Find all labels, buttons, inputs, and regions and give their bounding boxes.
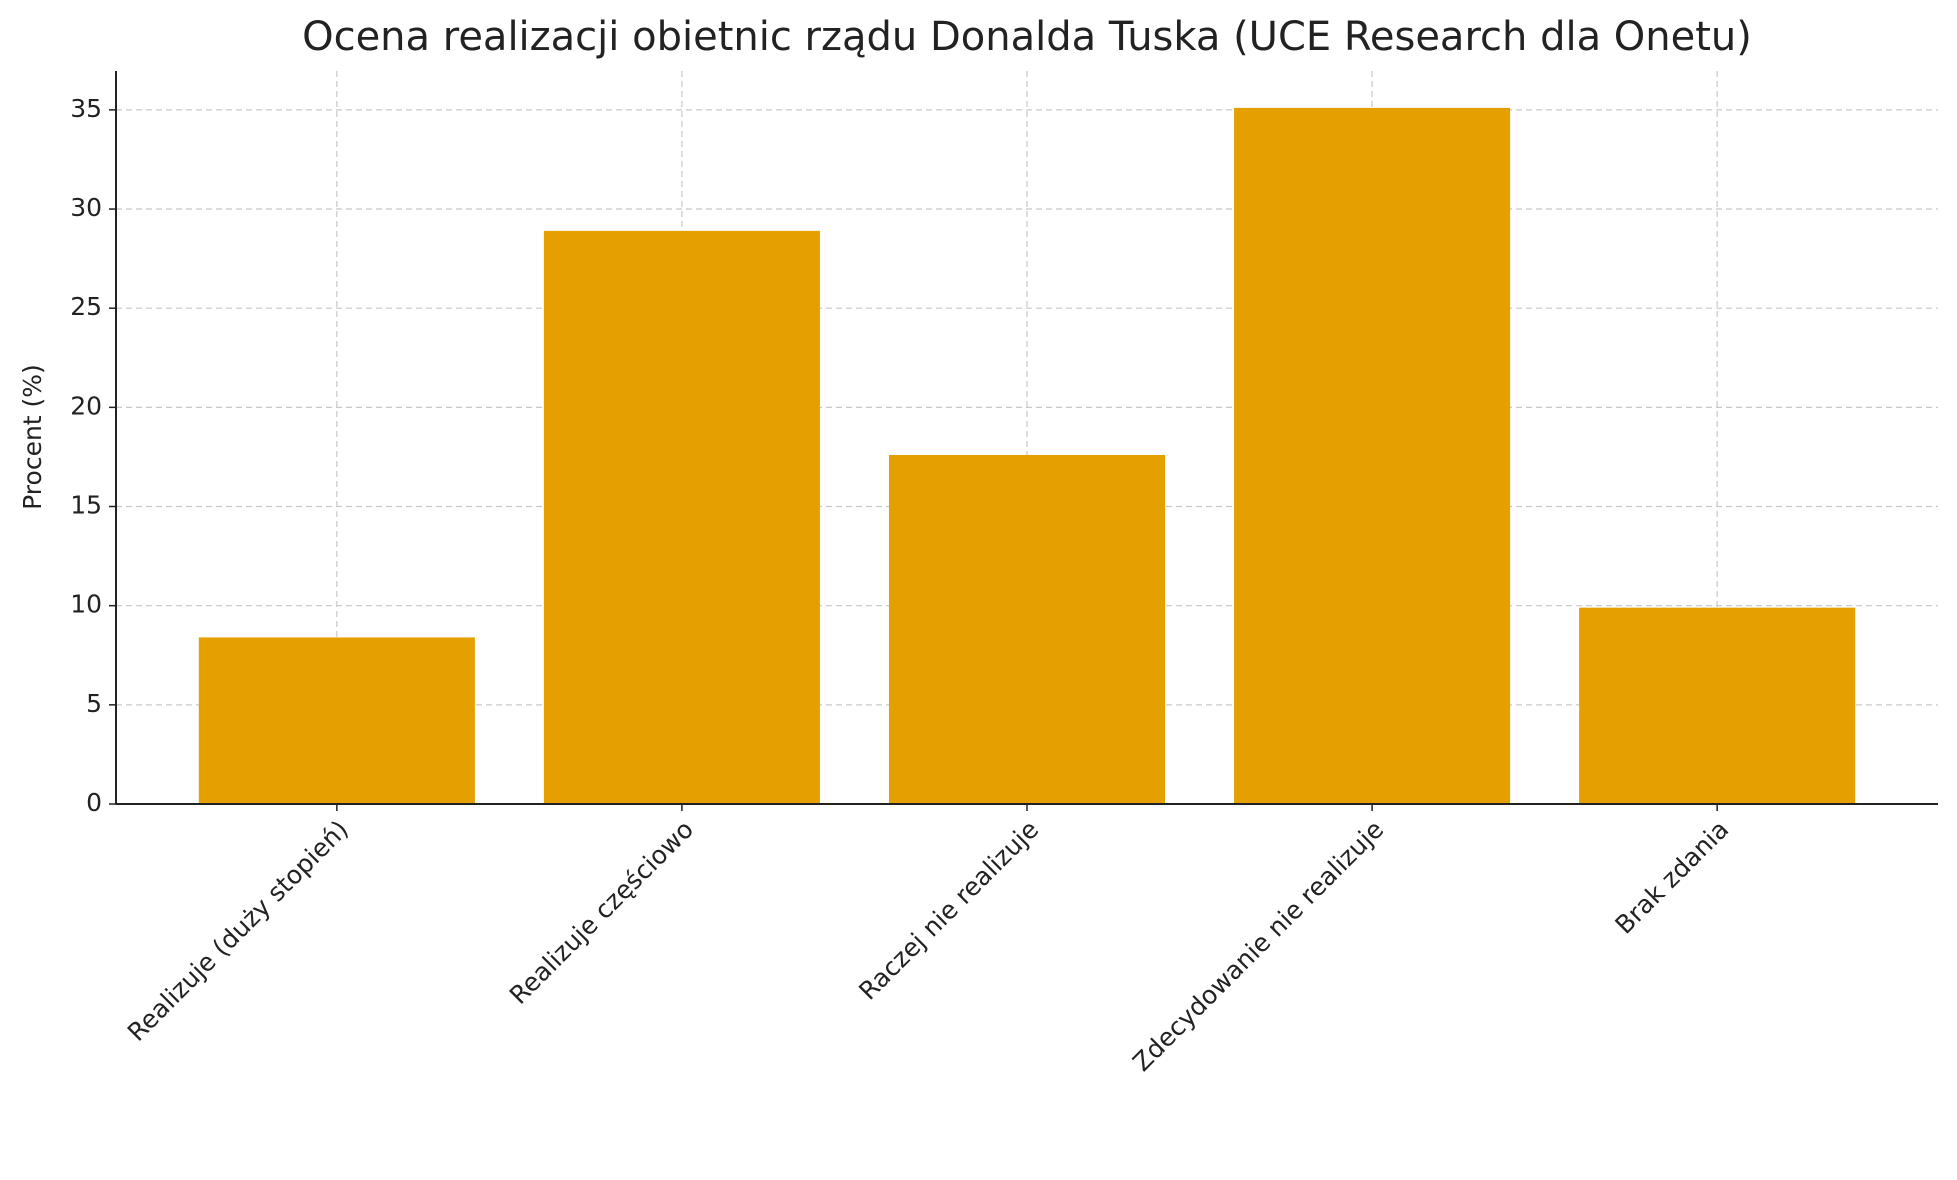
x-tick-label: Brak zdania bbox=[1609, 815, 1734, 940]
bar bbox=[1234, 107, 1511, 804]
y-tick-label: 15 bbox=[70, 491, 102, 520]
x-tick-label: Zdecydowanie nie realizuje bbox=[1127, 815, 1389, 1077]
chart-title: Ocena realizacji obietnic rządu Donalda … bbox=[302, 14, 1752, 60]
bar bbox=[543, 230, 820, 804]
y-axis-label: Procent (%) bbox=[18, 364, 47, 510]
y-tick-label: 0 bbox=[86, 788, 102, 817]
x-tick-label: Realizuje (duży stopień) bbox=[122, 815, 354, 1047]
x-tick-label: Raczej nie realizuje bbox=[853, 815, 1044, 1006]
x-tick-label: Realizuje częściowo bbox=[504, 815, 699, 1010]
y-tick-label: 35 bbox=[70, 94, 102, 123]
y-tick-label: 25 bbox=[70, 292, 102, 321]
bar bbox=[198, 637, 475, 804]
bar bbox=[1579, 607, 1856, 804]
y-tick-label: 10 bbox=[70, 590, 102, 619]
y-tick-label: 20 bbox=[70, 391, 102, 420]
bar bbox=[888, 454, 1166, 804]
y-tick-label: 30 bbox=[70, 193, 102, 222]
y-tick-label: 5 bbox=[86, 689, 102, 718]
